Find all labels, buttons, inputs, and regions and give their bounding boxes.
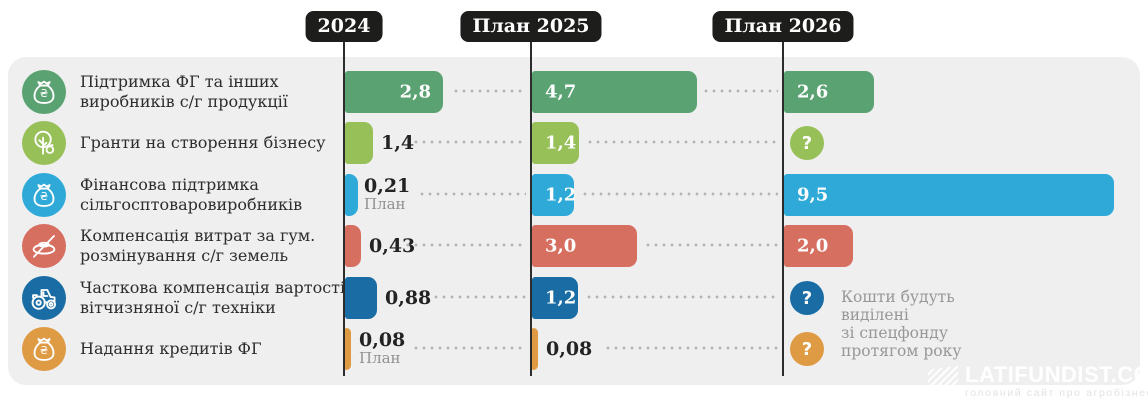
tractor-icon <box>22 276 66 320</box>
leader-dots <box>418 192 526 196</box>
year-badge-2024: 2024 <box>305 11 383 42</box>
bar-value: 9,5 <box>797 184 829 206</box>
bar-2025: 3,0 <box>532 225 637 267</box>
leader-dots <box>604 346 778 350</box>
question-circle-2026: ? <box>790 332 824 366</box>
leader-dots <box>585 295 778 299</box>
logo-brand-text: LATIFUNDIST.COM <box>965 362 1148 387</box>
svg-text:₴: ₴ <box>40 190 48 203</box>
row-label: Часткова компенсація вартості вітчизняної… <box>80 278 346 317</box>
money-bag-icon: ₴ <box>22 173 66 217</box>
bar-value: 4,7 <box>545 81 577 103</box>
row-label: Підтримка ФГ та інших виробників с/г прод… <box>80 72 288 111</box>
bar-2024: 2,8 <box>345 71 443 113</box>
bar-2024 <box>345 122 373 164</box>
axis-line-2025 <box>530 42 532 376</box>
row-label: Надання кредитів ФГ <box>80 339 262 358</box>
money-bag-icon: ₴ <box>22 327 66 371</box>
leader-dots <box>581 192 778 196</box>
row-label: Компенсація витрат за гум. розмінування с… <box>80 226 316 265</box>
bar-value: 0,08 <box>546 338 593 360</box>
special-fund-note: Кошти будуть виділені зі спецфонду протя… <box>841 288 962 360</box>
plan-label: План <box>359 349 401 367</box>
bar-2026: 9,5 <box>784 174 1114 216</box>
year-badge-plan-2025: План 2025 <box>460 11 602 42</box>
bar-2025: 1,4 <box>532 122 579 164</box>
bar-value-with-plan: 0,08 План <box>359 329 406 367</box>
logo-tagline: головний сайт про агробізнес <box>965 387 1148 399</box>
bar-2025 <box>532 328 538 370</box>
bar-value: 0,43 <box>369 235 416 257</box>
landmine-icon <box>22 224 66 268</box>
leader-dots <box>412 346 526 350</box>
bar-value: 2,8 <box>399 81 431 103</box>
tree-icon <box>22 121 66 165</box>
leader-dots <box>412 140 526 144</box>
row-label: Фінансова підтримка сільгосптоваровиробни… <box>80 175 303 214</box>
bar-value-with-plan: 0,21 План <box>364 175 411 213</box>
bar-value: 1,2 <box>545 184 577 206</box>
money-bag-icon: ₴ <box>22 70 66 114</box>
bar-2024 <box>345 277 377 319</box>
axis-line-2024 <box>343 42 345 376</box>
bar-value: 2,0 <box>797 235 829 257</box>
plan-label: План <box>364 195 406 213</box>
question-circle-2026: ? <box>790 126 824 160</box>
bar-2025: 1,2 <box>532 174 577 216</box>
bar-2024 <box>345 174 358 216</box>
bar-value: 0,88 <box>385 287 432 309</box>
bar-2025: 1,2 <box>532 277 578 319</box>
leader-dots <box>644 243 778 247</box>
bar-value: 3,0 <box>545 235 577 257</box>
bar-value: 2,6 <box>797 81 829 103</box>
year-badge-plan-2026: План 2026 <box>712 11 854 42</box>
bar-value: 1,4 <box>381 132 415 154</box>
svg-text:₴: ₴ <box>40 344 48 357</box>
axis-line-2026 <box>782 42 784 376</box>
bar-2024 <box>345 328 351 370</box>
bar-2026: 2,0 <box>784 225 853 267</box>
bar-2026: 2,6 <box>784 71 874 113</box>
bar-value: 1,4 <box>545 132 577 154</box>
bar-2025: 4,7 <box>532 71 697 113</box>
svg-text:₴: ₴ <box>40 87 48 100</box>
latifundist-logo: LATIFUNDIST.COM головний сайт про агробі… <box>928 364 1148 399</box>
row-label: Гранти на створення бізнесу <box>80 133 326 152</box>
leader-dots <box>432 295 526 299</box>
question-circle-2026: ? <box>790 281 824 315</box>
latifundist-flag-icon <box>928 366 958 394</box>
leader-dots <box>586 140 778 144</box>
leader-dots <box>404 243 526 247</box>
bar-2024 <box>345 225 361 267</box>
bar-value: 1,2 <box>545 287 577 309</box>
leader-dots <box>702 89 778 93</box>
leader-dots <box>452 89 526 93</box>
